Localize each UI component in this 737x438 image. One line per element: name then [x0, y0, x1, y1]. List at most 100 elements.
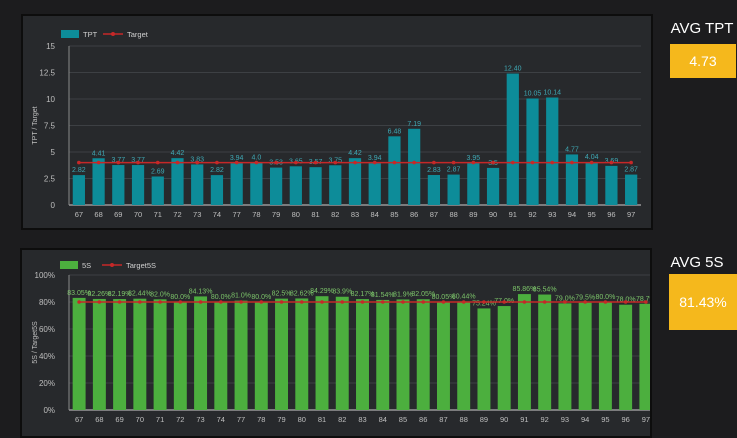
bar [92, 158, 105, 205]
bar [329, 165, 342, 205]
data-label: 75.24% [472, 300, 496, 307]
target-point [77, 160, 81, 165]
data-label: 2.82 [210, 167, 224, 174]
x-tick-label: 80 [292, 210, 300, 219]
bar [517, 294, 531, 410]
target-point [155, 160, 160, 165]
target-point [198, 300, 203, 304]
bar [210, 175, 224, 205]
x-tick-label: 84 [371, 210, 379, 219]
data-label: 82.62% [290, 290, 314, 297]
bar [348, 158, 362, 205]
y-tick-label: 5 [51, 148, 56, 157]
x-tick-label: 94 [568, 210, 576, 219]
bar [639, 303, 650, 410]
x-tick-label: 86 [419, 415, 427, 424]
x-tick-label: 97 [627, 210, 635, 219]
target-point [502, 300, 506, 304]
data-label: 2.87 [624, 167, 638, 174]
y-tick-label: 40% [39, 352, 55, 361]
y-tick-label: 10 [46, 95, 55, 104]
bar [376, 299, 390, 410]
data-label: 79.5% [575, 295, 595, 302]
x-tick-label: 78 [257, 415, 265, 424]
target-point [313, 160, 318, 165]
target-point [583, 300, 587, 304]
bar [275, 298, 289, 410]
x-tick-label: 96 [607, 210, 615, 219]
target-point [274, 160, 278, 165]
data-label: 81.9% [393, 291, 413, 298]
data-label: 3.75 [328, 157, 342, 164]
x-tick-label: 71 [154, 210, 162, 219]
data-label: 82.44% [128, 291, 152, 298]
data-label: 81.54% [371, 292, 395, 299]
target-point [589, 160, 594, 165]
x-tick-label: 73 [193, 210, 201, 219]
data-label: 78.7% [636, 296, 650, 303]
bar [506, 73, 519, 205]
target-point [353, 160, 357, 165]
data-label: 3.94 [368, 155, 382, 162]
x-tick-label: 73 [196, 415, 204, 424]
data-label: 82.05% [411, 291, 435, 298]
target-point [195, 160, 200, 165]
bar [194, 296, 208, 410]
avg-tpt-title: AVG TPT [670, 20, 734, 37]
target-point [175, 160, 180, 165]
data-label: 83.9% [332, 289, 352, 296]
target-point [530, 160, 535, 165]
5s-chart-panel: 0% 20% 40% 60% 80% 100% 5S / Target5S 83.05% 67 8… [20, 248, 652, 438]
bar [234, 300, 248, 410]
x-tick-label: 77 [232, 210, 240, 219]
y-tick-label: 0% [43, 406, 55, 415]
data-label: 2.69 [151, 168, 165, 175]
data-label: 2.82 [72, 167, 86, 174]
legend-label-target: Target [127, 30, 149, 39]
x-tick-label: 81 [318, 415, 326, 424]
data-label: 10.05 [524, 90, 542, 97]
target-point [96, 160, 101, 165]
x-tick-label: 84 [379, 415, 387, 424]
target-point [432, 160, 436, 165]
x-tick-label: 83 [351, 210, 359, 219]
bar [356, 299, 369, 410]
bar [250, 162, 263, 205]
target-point [372, 160, 377, 165]
bar [546, 97, 559, 205]
target-point [522, 300, 527, 304]
data-label: 6.48 [388, 128, 402, 135]
y-tick-label: 20% [39, 379, 55, 388]
x-tick-label: 97 [642, 415, 650, 424]
bar [486, 167, 500, 205]
y-tick-label: 0 [51, 201, 56, 210]
target-point [116, 160, 121, 165]
bar [309, 167, 322, 205]
x-tick-label: 78 [252, 210, 260, 219]
target-point [451, 160, 456, 165]
target-point [441, 300, 446, 304]
y-axis-title: TPT / Target [32, 106, 39, 144]
x-tick-label: 67 [75, 415, 83, 424]
data-label: 81.0% [231, 293, 251, 300]
x-tick-label: 88 [449, 210, 457, 219]
target-point [644, 300, 648, 304]
target-point [380, 300, 385, 304]
data-label: 4.42 [171, 150, 185, 157]
data-label: 80.0% [595, 294, 615, 301]
target-point [340, 300, 345, 304]
bar [436, 301, 450, 410]
x-tick-label: 93 [561, 415, 569, 424]
target-point [510, 160, 515, 165]
bar [388, 136, 401, 205]
data-label: 3.94 [230, 155, 244, 162]
data-label: 4.04 [585, 154, 599, 161]
x-tick-label: 80 [298, 415, 306, 424]
bar [538, 294, 552, 410]
target-point [491, 160, 495, 165]
x-tick-label: 89 [469, 210, 477, 219]
bar [153, 299, 167, 410]
target-point [570, 160, 574, 165]
data-label: 80.0% [251, 294, 271, 301]
target-point [421, 300, 426, 304]
